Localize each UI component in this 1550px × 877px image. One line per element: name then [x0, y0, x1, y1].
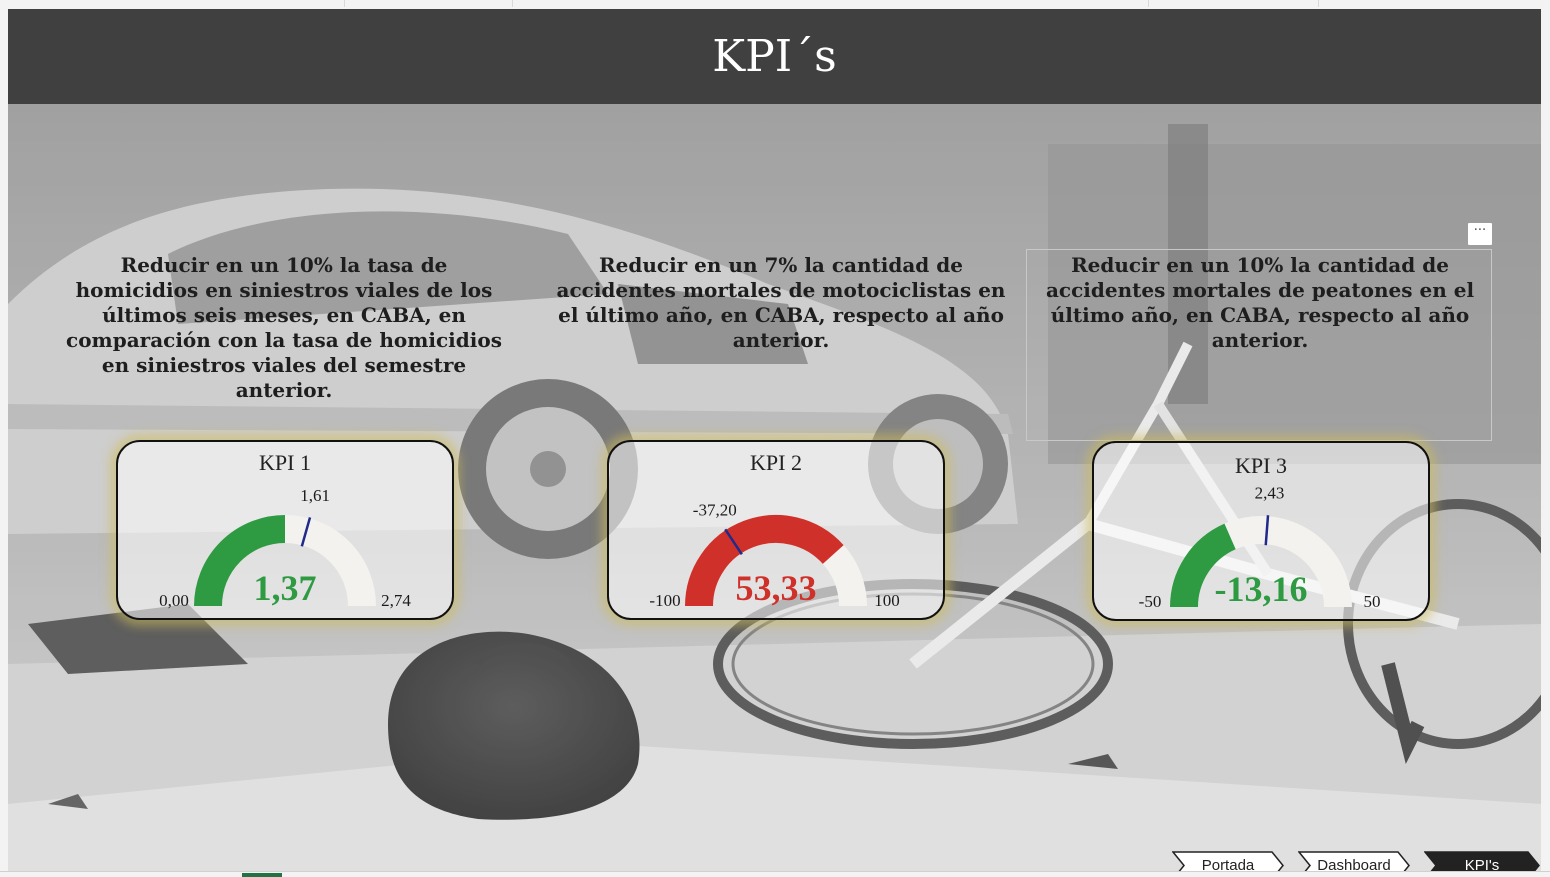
gauge-max-label: 50 — [1364, 592, 1381, 611]
more-options-button[interactable]: ··· — [1468, 223, 1492, 245]
gauge-value-label: 1,37 — [254, 568, 317, 608]
nav-dashboard-label: Dashboard — [1317, 857, 1391, 871]
nav-arrow-shape — [1424, 851, 1540, 871]
kpi2-title: KPI 2 — [750, 450, 802, 475]
kpi1-gauge: 1,61 0,00 2,74 1,37 — [159, 486, 411, 610]
nav-portada-label: Portada — [1201, 857, 1255, 871]
gauge-max-label: 100 — [874, 591, 900, 610]
nav-arrow-shape — [1298, 851, 1410, 871]
kpi1-objective: Reducir en un 10% la tasa de homicidios … — [66, 253, 502, 402]
kpi3-objective: Reducir en un 10% la cantidad de acciden… — [1045, 253, 1475, 352]
gauge-target-needle — [300, 517, 312, 547]
kpi2-objective: Reducir en un 7% la cantidad de accident… — [556, 253, 1006, 352]
gauge-min-label: -100 — [649, 591, 680, 610]
kpi2-gauge: -37,20 -100 100 53,33 — [649, 500, 900, 610]
selected-visual-frame — [1026, 249, 1492, 441]
gauge-target-needle — [724, 528, 743, 555]
gauge-min-label: -50 — [1139, 592, 1162, 611]
gauge-value-label: 53,33 — [736, 568, 817, 608]
kpi3-gauge-card[interactable]: KPI 3 2,43 -50 50 -13,16 — [1092, 441, 1430, 621]
nav-kpis-label: KPI's — [1464, 857, 1500, 871]
gauge-value-label: -13,16 — [1215, 569, 1308, 609]
gauge-value-arc — [685, 515, 844, 607]
gauge-target-label: 2,43 — [1255, 483, 1285, 502]
kpi3-gauge: 2,43 -50 50 -13,16 — [1139, 483, 1381, 611]
kpi1-title: KPI 1 — [259, 450, 311, 475]
nav-dashboard-button[interactable]: Dashboard — [1298, 851, 1410, 871]
gauge-target-needle — [1264, 515, 1270, 546]
gauge-value-arc — [1170, 523, 1237, 608]
gauge-min-label: 0,00 — [159, 591, 189, 610]
gauge-max-label: 2,74 — [381, 591, 411, 610]
gauge-value-arc — [194, 515, 286, 607]
kpi3-title: KPI 3 — [1235, 453, 1287, 478]
nav-arrow-shape — [1172, 851, 1284, 871]
kpi1-gauge-card[interactable]: KPI 1 1,61 0,00 2,74 1,37 — [116, 440, 454, 620]
nav-kpis-button[interactable]: KPI's — [1424, 851, 1540, 871]
nav-portada-button[interactable]: Portada — [1172, 851, 1284, 871]
page-title: KPI´s — [8, 9, 1541, 104]
kpi2-gauge-card[interactable]: KPI 2 -37,20 -100 100 53,33 — [607, 440, 945, 620]
status-divider — [0, 871, 1550, 872]
gauge-target-label: -37,20 — [693, 500, 737, 519]
active-sheet-tab[interactable] — [242, 873, 282, 877]
report-canvas: KPI´s — [8, 9, 1541, 871]
gauge-target-label: 1,61 — [300, 486, 330, 505]
